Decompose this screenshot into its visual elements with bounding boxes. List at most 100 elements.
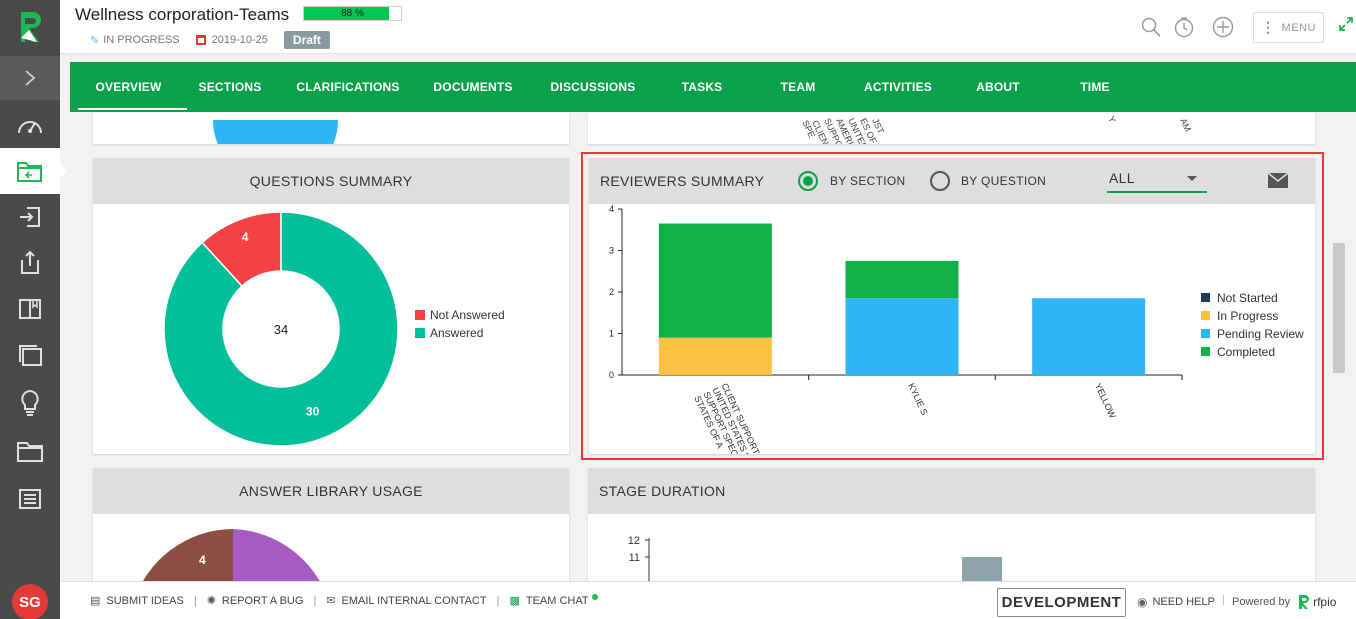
legend-swatch	[1201, 311, 1210, 320]
project-progress-bar: 88 %	[303, 6, 402, 21]
library-icon[interactable]	[0, 286, 60, 332]
radio-by-question[interactable]	[930, 171, 950, 191]
y-tick-label: 2	[609, 287, 614, 297]
pie-chart-card-partial	[93, 112, 569, 144]
radio-by-section-label[interactable]: BY SECTION	[830, 174, 906, 188]
chevron-down-icon	[1187, 176, 1197, 181]
x-category-label-line: YELLOW	[1093, 382, 1118, 421]
email-icon[interactable]	[1267, 172, 1289, 192]
reviewers-summary-header: REVIEWERS SUMMARY BY SECTION BY QUESTION…	[589, 158, 1315, 204]
footer-divider: |	[1222, 594, 1225, 606]
bar-segment-pending-review[interactable]	[1032, 298, 1146, 375]
team-chat-link[interactable]: ▩ TEAM CHAT	[509, 593, 598, 607]
submit-ideas-link[interactable]: ▤ SUBMIT IDEAS	[90, 594, 184, 608]
add-icon[interactable]	[1212, 16, 1234, 38]
dashboard-icon[interactable]	[0, 102, 60, 148]
legend-swatch	[1201, 347, 1210, 356]
comment-icon: ▤	[90, 595, 101, 607]
rfpio-brand-icon	[1299, 595, 1310, 609]
calendar-icon	[195, 35, 206, 45]
progress-fill	[304, 7, 390, 20]
tab-documents[interactable]: DOCUMENTS	[433, 80, 513, 94]
legend-label[interactable]: Pending Review	[1217, 327, 1304, 341]
need-help-link[interactable]: ◉ NEED HELP	[1137, 595, 1215, 609]
email-contact-label: EMAIL INTERNAL CONTACT	[341, 594, 487, 607]
stage-duration-title: STAGE DURATION	[588, 468, 1315, 514]
page-scrollbar[interactable]	[1333, 243, 1345, 373]
lifebuoy-icon: ◉	[1137, 595, 1148, 609]
tab-overview[interactable]: OVERVIEW	[70, 62, 187, 112]
export-icon[interactable]	[0, 240, 60, 286]
project-title: Wellness corporation-Teams	[75, 5, 290, 24]
tab-activities[interactable]: ACTIVITIES	[863, 80, 932, 94]
report-bug-label: REPORT A BUG	[221, 594, 304, 607]
y-tick-label: 0	[609, 370, 614, 380]
sidebar-expand-icon[interactable]	[0, 56, 60, 100]
tab-tasks[interactable]: TASKS	[681, 80, 723, 94]
content-icon[interactable]	[0, 332, 60, 378]
rfpio-logo-icon[interactable]	[0, 0, 60, 54]
report-bug-link[interactable]: ✺ REPORT A BUG	[207, 594, 304, 608]
bar-segment-pending-review[interactable]	[845, 298, 959, 375]
tab-time[interactable]: TIME	[1080, 80, 1110, 94]
legend-label[interactable]: Completed	[1217, 345, 1275, 359]
radio-by-question-label[interactable]: BY QUESTION	[961, 174, 1047, 188]
timer-icon[interactable]	[1173, 16, 1195, 38]
import-icon[interactable]	[0, 194, 60, 240]
x-category-label: KYLIE S	[906, 382, 929, 417]
project-due-date[interactable]: 2019-10-25	[211, 34, 268, 46]
menu-button[interactable]: ⋮ MENU	[1253, 12, 1324, 43]
projects-icon[interactable]	[0, 148, 67, 194]
tab-clarifications[interactable]: CLARIFICATIONS	[296, 80, 400, 94]
footer-bar: ▤ SUBMIT IDEAS | ✺ REPORT A BUG | ✉ EMAI…	[60, 581, 1356, 619]
more-icon: ⋮	[1261, 19, 1276, 35]
online-indicator	[591, 593, 598, 600]
stage-axis-overlay: 12 11	[628, 535, 650, 581]
footer-divider: |	[193, 594, 197, 607]
reviewers-summary-card: REVIEWERS SUMMARY BY SECTION BY QUESTION…	[589, 158, 1315, 454]
project-status[interactable]: IN PROGRESS	[103, 34, 180, 46]
pencil-icon: ✎	[90, 34, 100, 47]
powered-by-label: Powered by	[1232, 596, 1291, 608]
radio-dot	[803, 176, 813, 186]
search-icon[interactable]	[1140, 16, 1162, 38]
user-avatar[interactable]: SG	[12, 584, 48, 619]
remnant-label: AM	[1178, 117, 1193, 133]
reports-icon[interactable]	[0, 476, 60, 522]
project-tabs: OVERVIEW SECTIONS CLARIFICATIONS DOCUMEN…	[70, 62, 1356, 112]
ideas-icon[interactable]	[0, 380, 60, 426]
bar-segment-completed[interactable]	[845, 260, 959, 299]
email-contact-link[interactable]: ✉ EMAIL INTERNAL CONTACT	[326, 594, 487, 608]
legend-swatch-answered	[415, 328, 425, 338]
powered-by: Powered by rfpio	[1232, 594, 1336, 610]
environment-button[interactable]: DEVELOPMENT	[997, 588, 1126, 617]
library-pie-value-label: 4	[199, 553, 206, 567]
legend-label[interactable]: In Progress	[1217, 309, 1278, 323]
donut-slice-answered[interactable]	[163, 211, 399, 447]
x-category-label: YELLOW	[1093, 382, 1118, 421]
stage-y-tick-label: 12	[628, 535, 640, 547]
reviewer-filter-dropdown[interactable]: ALL	[1107, 168, 1207, 193]
footer-divider: |	[496, 594, 500, 607]
bar-segment-in-progress[interactable]	[658, 337, 772, 375]
tab-discussions[interactable]: DISCUSSIONS	[550, 80, 636, 94]
expand-icon[interactable]	[1339, 17, 1353, 36]
stage-duration-card: STAGE DURATION 12 11	[588, 468, 1315, 581]
stage-duration-bar	[962, 557, 1002, 581]
bar-segment-completed[interactable]	[658, 223, 772, 338]
legend-label-answered[interactable]: Answered	[430, 326, 483, 340]
radio-by-section[interactable]	[798, 171, 818, 191]
envelope-icon: ✉	[326, 595, 336, 607]
tab-about[interactable]: ABOUT	[976, 80, 1020, 94]
tab-team[interactable]: TEAM	[780, 80, 816, 94]
x-category-label-line: KYLIE S	[906, 382, 929, 417]
progress-text: 88 %	[341, 8, 364, 19]
pie-remnant-slice	[213, 120, 338, 144]
need-help-label: NEED HELP	[1152, 596, 1215, 608]
tab-sections[interactable]: SECTIONS	[198, 80, 262, 94]
folder-icon[interactable]	[0, 428, 60, 474]
remnant-label: Y	[1106, 115, 1118, 125]
menu-label: MENU	[1281, 21, 1316, 34]
legend-label[interactable]: Not Started	[1217, 291, 1278, 305]
legend-label-not-answered[interactable]: Not Answered	[430, 308, 505, 322]
